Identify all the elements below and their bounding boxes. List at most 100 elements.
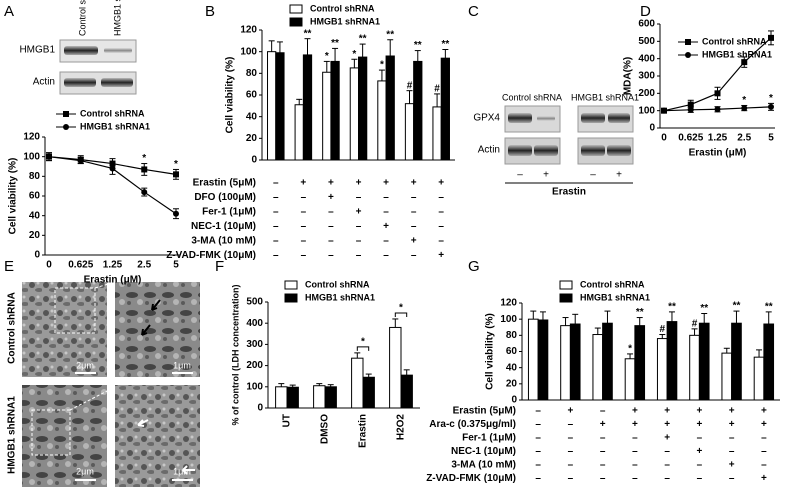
x-tick-label: 0.625	[68, 260, 93, 271]
micrograph	[115, 282, 200, 377]
treatment-level: +	[328, 178, 334, 189]
significance-marker: *	[325, 51, 329, 62]
treatment-level: –	[356, 221, 362, 232]
blot-band	[607, 145, 631, 156]
zoom-line	[69, 386, 116, 411]
row-label: HMGB1 shRNA1	[7, 396, 18, 474]
x-axis-label: Erastin (μM)	[689, 148, 747, 159]
treatment-level: +	[761, 406, 767, 417]
legend-marker	[63, 111, 69, 117]
treatment-level: –	[729, 473, 735, 484]
treatment-level: –	[273, 207, 279, 218]
treatment-label: Fer-1 (1μM)	[202, 207, 256, 218]
point	[741, 59, 748, 66]
blot-band	[581, 145, 605, 156]
blot-band	[537, 116, 555, 121]
bar	[385, 55, 395, 161]
panel-label: G	[468, 258, 480, 275]
significance-marker: #	[692, 319, 698, 330]
treatment-level: –	[273, 178, 279, 189]
legend-marker	[63, 124, 69, 130]
blot-band	[508, 113, 532, 123]
y-tick-label: 200	[638, 88, 655, 99]
blot-band	[581, 113, 605, 123]
treatment-level: +	[438, 250, 444, 261]
blot-column-label: HMGB1 shRNA1	[112, 0, 122, 36]
treatment-level: +	[632, 406, 638, 417]
treatment-level: –	[383, 250, 389, 261]
treatment-label: Erastin	[552, 187, 586, 198]
legend-swatch	[284, 293, 298, 303]
y-tick-label: 400	[638, 53, 655, 64]
bar	[362, 376, 375, 409]
treatment-level: –	[600, 460, 606, 471]
treatment-level: –	[356, 250, 362, 261]
scale-bar-label: 2μm	[76, 466, 94, 476]
point	[768, 103, 774, 110]
lane-sign: +	[543, 170, 549, 181]
treatment-level: –	[383, 207, 389, 218]
bar	[294, 104, 304, 161]
blot-column-label: HMGB1 shRNA1	[571, 92, 639, 102]
bar	[400, 374, 413, 409]
y-tick-label: 40	[506, 362, 518, 373]
legend-label: HMGB1 shRNA1	[702, 49, 772, 59]
point	[77, 157, 84, 164]
y-tick-label: 100	[246, 381, 263, 392]
treatment-label: 3-MA (10 mM)	[451, 460, 516, 471]
y-tick-label: 0	[257, 403, 263, 414]
treatment-level: –	[411, 207, 417, 218]
legend-swatch	[289, 17, 303, 27]
bar	[666, 321, 678, 401]
x-tick-label: Erastin	[358, 414, 369, 448]
treatment-level: –	[328, 207, 334, 218]
significance-marker: *	[174, 159, 178, 170]
legend-label: Control shRNA	[580, 279, 645, 289]
treatment-level: +	[664, 419, 670, 430]
treatment-level: –	[600, 433, 606, 444]
treatment-level: +	[383, 221, 389, 232]
y-axis-label: MDA(%)	[623, 57, 634, 95]
treatment-label: 3-MA (10 mM)	[191, 236, 256, 247]
treatment-level: –	[273, 250, 279, 261]
significance-marker: #	[660, 324, 666, 335]
lane-sign: +	[616, 170, 622, 181]
treatment-level: +	[356, 207, 362, 218]
significance-marker: #	[434, 84, 440, 95]
bar	[302, 54, 313, 161]
blot-row-label: GPX4	[473, 113, 500, 124]
bar	[602, 322, 613, 401]
comparison-bracket	[356, 346, 370, 351]
x-tick-label: 5	[173, 260, 179, 271]
bar	[753, 356, 765, 401]
treatment-level: +	[761, 473, 767, 484]
legend-label: HMGB1 shRNA1	[305, 292, 375, 302]
panel-label: D	[640, 3, 651, 20]
y-tick-label: 40	[246, 111, 258, 122]
significance-marker: **	[700, 303, 708, 314]
significance-marker: *	[628, 344, 632, 355]
y-tick-label: 120	[500, 298, 517, 309]
y-tick-label: 0	[511, 395, 517, 406]
point	[741, 105, 748, 112]
micrographs: Control shRNA HMGB1 shRNA1 2μm 1μm 2μm 1…	[7, 281, 200, 487]
bar	[349, 67, 360, 161]
bar	[527, 318, 539, 401]
blot-column-label: Control shRNA	[77, 0, 87, 36]
bar	[275, 52, 285, 161]
treatment-level: –	[301, 236, 307, 247]
treatment-level: +	[696, 419, 702, 430]
treatment-level: +	[729, 406, 735, 417]
treatment-level: –	[301, 221, 307, 232]
legend-label: HMGB1 shRNA1	[310, 16, 380, 26]
bar	[322, 71, 332, 161]
significance-marker: #	[407, 80, 413, 91]
treatment-level: –	[568, 473, 574, 484]
x-tick-label: 5	[768, 133, 774, 144]
treatment-level: –	[568, 433, 574, 444]
legend-label: Control shRNA	[80, 108, 145, 118]
panel-label: F	[215, 258, 224, 275]
x-tick-label: 2.5	[137, 260, 151, 271]
treatment-level: +	[696, 446, 702, 457]
x-tick-label: 1.25	[708, 133, 728, 144]
